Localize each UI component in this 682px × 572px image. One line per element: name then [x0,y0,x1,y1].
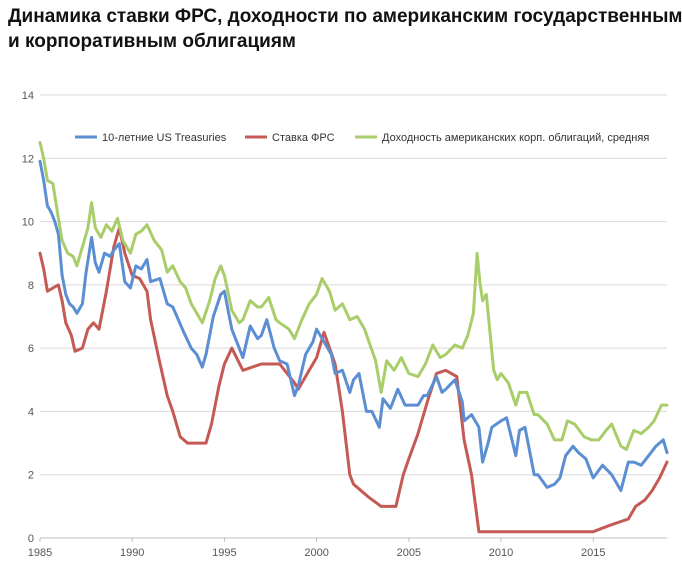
y-tick-label-4: 4 [28,406,34,418]
series-fed-rate-line [38,226,669,534]
y-tick-label-0: 0 [28,533,34,545]
x-tick-label-2000: 2000 [304,547,328,559]
x-tick-label-2010: 2010 [489,547,513,559]
y-tick-label-6: 6 [28,343,34,355]
chart-title-line-2: и корпоративным облигациям [8,31,296,52]
x-tick-label-1990: 1990 [120,547,144,559]
y-tick-label-14: 14 [22,90,34,102]
y-tick-label-12: 12 [22,153,34,165]
legend-label-2: Ставка ФРС [272,132,335,144]
series-layer [38,141,669,534]
chart-title: Динамика ставки ФРС, доходности по амери… [8,4,682,54]
chart-title-line-1: Динамика ставки ФРС, доходности по амери… [8,6,682,27]
axes: 0 2 4 6 8 10 12 14 1985 1990 1995 2000 2005 2010 2015 [22,90,667,559]
y-tick-label-8: 8 [28,280,34,292]
legend: 10-летние US Treasuries Ставка ФРС Доходно… [75,132,649,144]
x-tick-label-2005: 2005 [397,547,421,559]
y-tick-label-2: 2 [28,470,34,482]
grid-lines [40,94,667,476]
x-tick-label-1985: 1985 [28,547,52,559]
series-corporate-bonds-line [38,141,669,451]
series-treasuries-line [38,159,669,492]
x-tick-label-2015: 2015 [581,547,605,559]
y-tick-label-10: 10 [22,217,34,229]
x-tick-label-1995: 1995 [212,547,236,559]
legend-label-1: 10-летние US Treasuries [102,132,227,144]
legend-label-3: Доходность американских корп. облигаций,… [382,132,649,144]
